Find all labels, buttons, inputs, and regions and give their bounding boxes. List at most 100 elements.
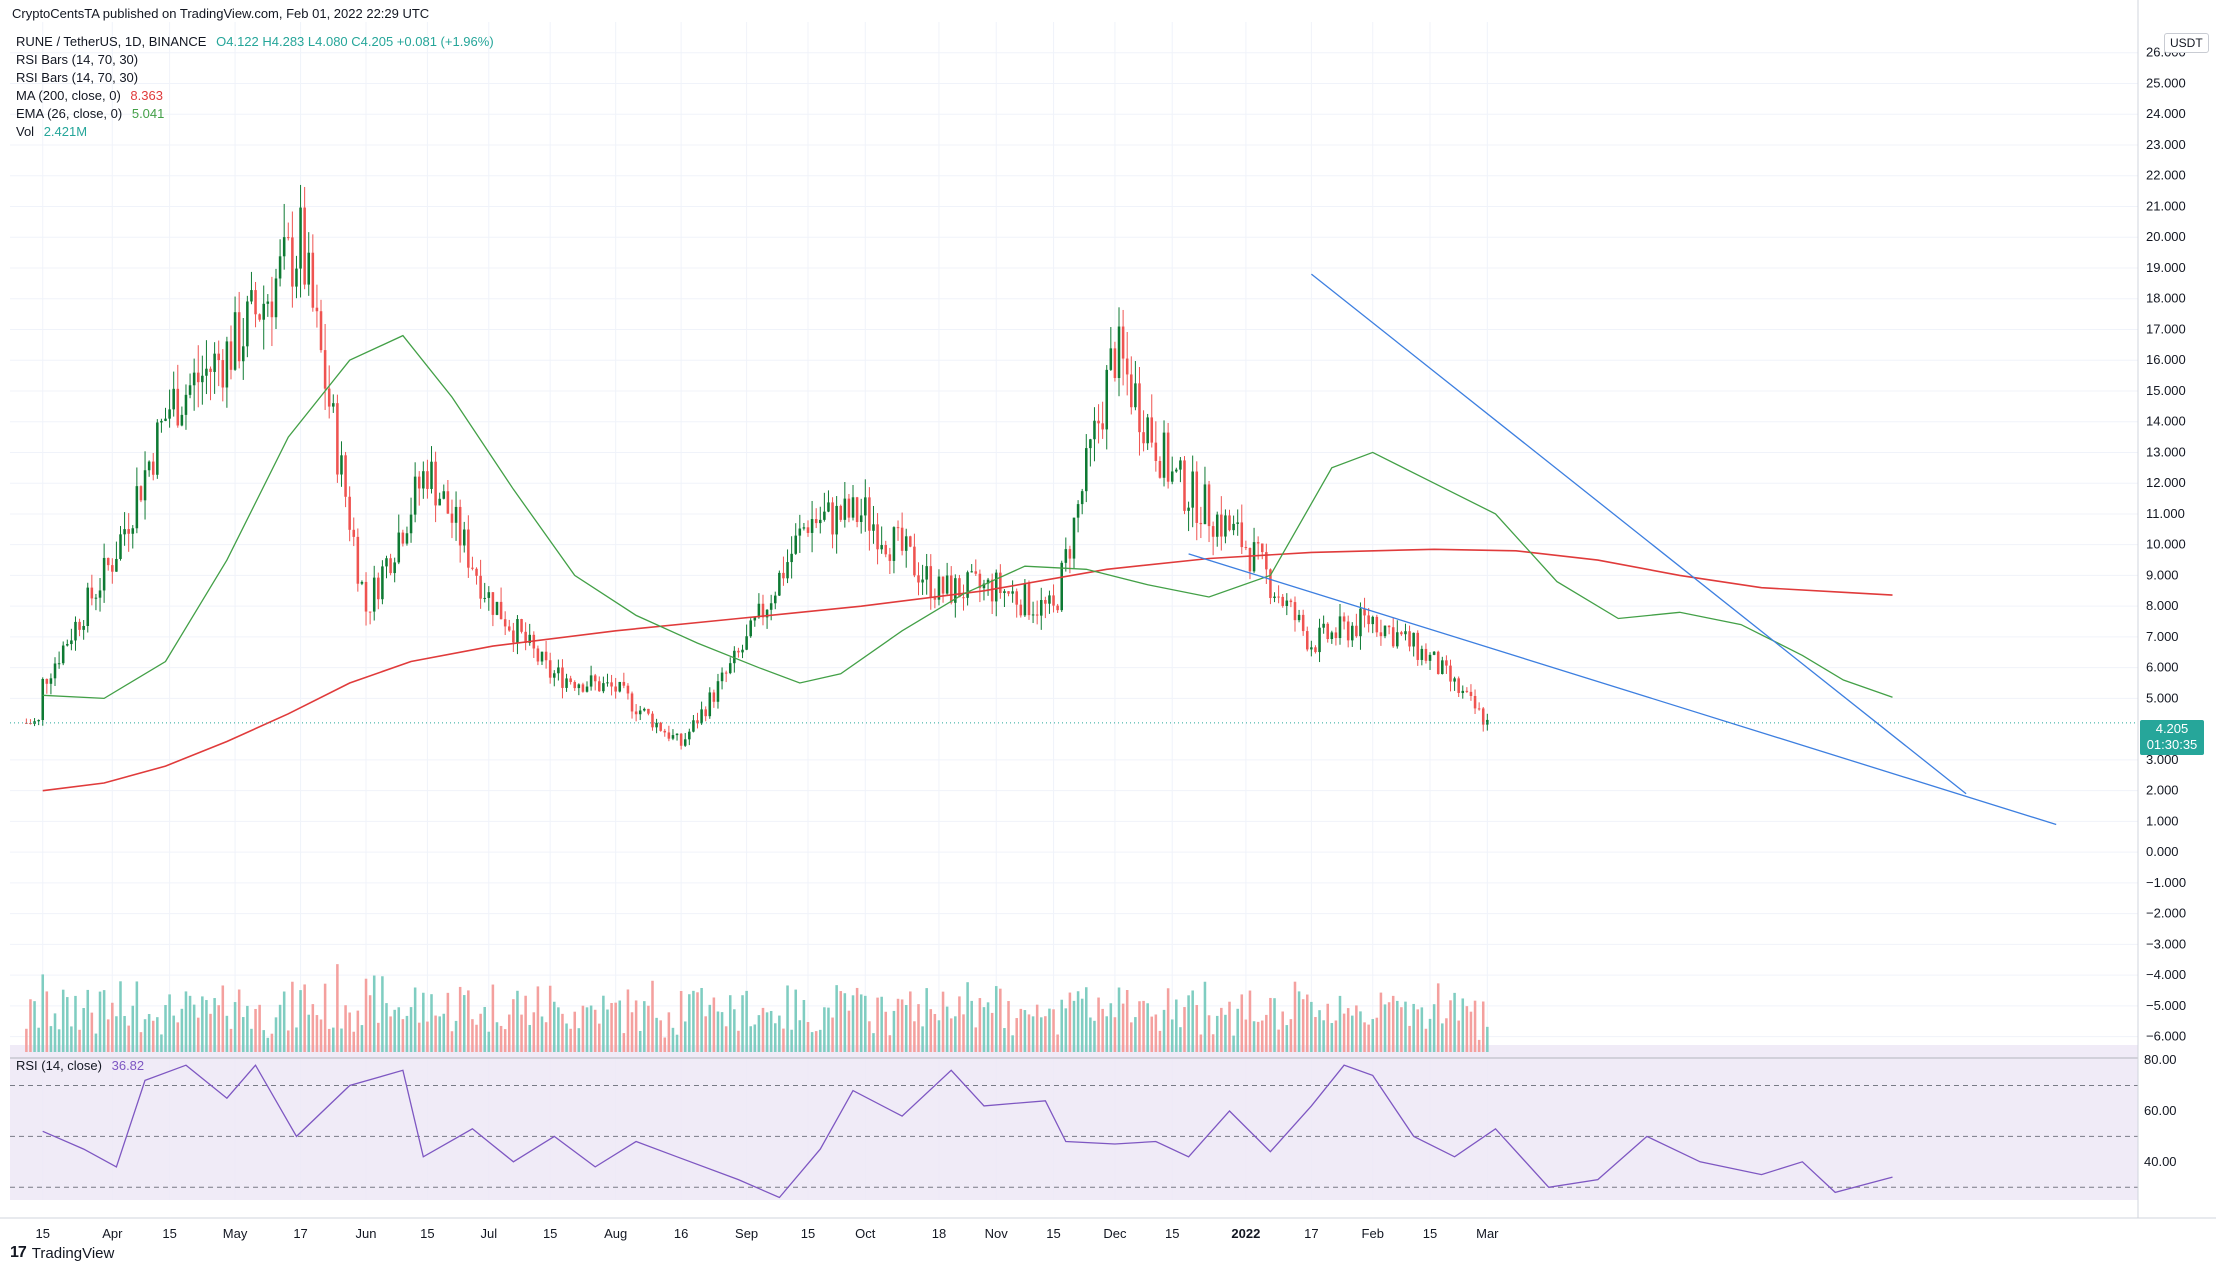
indicator-legend-ema[interactable]: EMA (26, close, 0) 5.041 (16, 106, 164, 121)
candle-body (1318, 627, 1321, 653)
candle-body (495, 601, 499, 615)
candle-body (557, 667, 560, 674)
published-note: CryptoCentsTA published on TradingView.c… (12, 6, 430, 21)
candle-body (278, 256, 282, 279)
volume-bar (913, 1021, 916, 1052)
volume-bar (57, 1029, 61, 1052)
volume-bar (1248, 990, 1252, 1052)
volume-bar (1273, 998, 1276, 1052)
candle-body (904, 536, 908, 551)
candle-body (1052, 595, 1055, 606)
candle-body (1420, 648, 1424, 660)
volume-bar (233, 1002, 237, 1052)
bar-countdown: 01:30:35 (2146, 737, 2198, 752)
volume-bar (1297, 991, 1301, 1052)
time-tick-label: 15 (420, 1226, 434, 1241)
candle-body (1027, 583, 1031, 616)
volume-bar (1072, 1000, 1076, 1052)
candle-body (688, 731, 691, 740)
volume-bar (78, 1029, 81, 1052)
candle-body (581, 684, 585, 692)
candle-body (1170, 471, 1174, 482)
candle-body (892, 527, 896, 561)
volume-bar (638, 1030, 642, 1052)
volume-bar (671, 1027, 675, 1052)
candle-body (757, 603, 761, 618)
candle-body (1297, 614, 1301, 621)
candle-body (70, 640, 73, 645)
volume-bar (221, 985, 225, 1052)
candle-body (426, 471, 429, 489)
candle-body (655, 722, 658, 728)
volume-bar (655, 1017, 658, 1052)
volume-bar (479, 1013, 482, 1052)
candle-body (843, 498, 847, 520)
volume-bar (164, 1005, 167, 1052)
candle-body (139, 486, 143, 501)
candle-body (1076, 504, 1080, 518)
volume-bar (921, 1026, 924, 1052)
rsi-tick-label: 40.00 (2144, 1154, 2177, 1169)
volume-bar (1420, 1007, 1424, 1052)
volume-bar (1228, 1001, 1231, 1052)
volume-bar (548, 985, 552, 1052)
volume-bar (90, 1012, 94, 1052)
volume-bar (872, 1033, 875, 1052)
candle-body (246, 301, 249, 347)
volume-bar (569, 1028, 572, 1052)
candle-body (274, 278, 278, 318)
indicator-legend-rsi-bars-2[interactable]: RSI Bars (14, 70, 30) (16, 70, 138, 85)
volume-bar (1211, 1034, 1215, 1052)
candle-body (1404, 631, 1407, 635)
candle-body (1351, 625, 1354, 641)
candle-body (303, 207, 306, 285)
candle-body (773, 595, 777, 604)
candle-body (1035, 614, 1039, 616)
candle-body (602, 683, 605, 692)
tradingview-logo[interactable]: 17 TradingView (10, 1244, 114, 1262)
volume-bar (467, 990, 470, 1052)
price-tick-label: 0.000 (2146, 844, 2179, 859)
rsi-legend[interactable]: RSI (14, close) 36.82 (16, 1058, 144, 1073)
volume-bar (1330, 1023, 1334, 1052)
candle-body (749, 620, 752, 637)
candle-body (135, 486, 139, 529)
candle-body (66, 644, 69, 646)
candle-body (102, 557, 106, 591)
volume-bar (1003, 1028, 1006, 1052)
candle-body (1125, 358, 1129, 375)
volume-bar (1449, 1000, 1452, 1052)
candle-body (1305, 631, 1309, 650)
candle-body (548, 660, 552, 678)
candle-body (172, 388, 175, 410)
candle-body (827, 502, 830, 512)
candle-body (1183, 460, 1186, 511)
volume-bar (1215, 1015, 1219, 1052)
candle-body (880, 545, 883, 550)
symbol-legend[interactable]: RUNE / TetherUS, 1D, BINANCE O4.122 H4.2… (16, 34, 494, 49)
ema-26-line (42, 334, 1893, 700)
volume-bar (1428, 1018, 1432, 1052)
time-tick-label: 15 (36, 1226, 50, 1241)
candle-body (888, 554, 892, 561)
volume-bar (1044, 1016, 1047, 1052)
volume-bar (1170, 1019, 1174, 1052)
candle-body (819, 519, 822, 524)
volume-bar (45, 991, 49, 1052)
indicator-legend-ma[interactable]: MA (200, close, 0) 8.363 (16, 88, 163, 103)
volume-bar (782, 1028, 785, 1052)
volume-bar (254, 1008, 257, 1052)
candle-body (315, 307, 319, 312)
volume-bar (904, 1004, 908, 1052)
indicator-legend-rsi-bars-1[interactable]: RSI Bars (14, 70, 30) (16, 52, 138, 67)
candle-body (921, 579, 924, 583)
indicator-legend-vol[interactable]: Vol 2.421M (16, 124, 87, 139)
volume-bar (250, 1028, 253, 1052)
time-tick-label: Dec (1103, 1226, 1127, 1241)
volume-bar (798, 1020, 802, 1052)
volume-bar (999, 988, 1002, 1052)
candle-body (1391, 627, 1395, 647)
currency-unit-button[interactable]: USDT (2164, 33, 2209, 53)
candle-body (503, 619, 507, 627)
